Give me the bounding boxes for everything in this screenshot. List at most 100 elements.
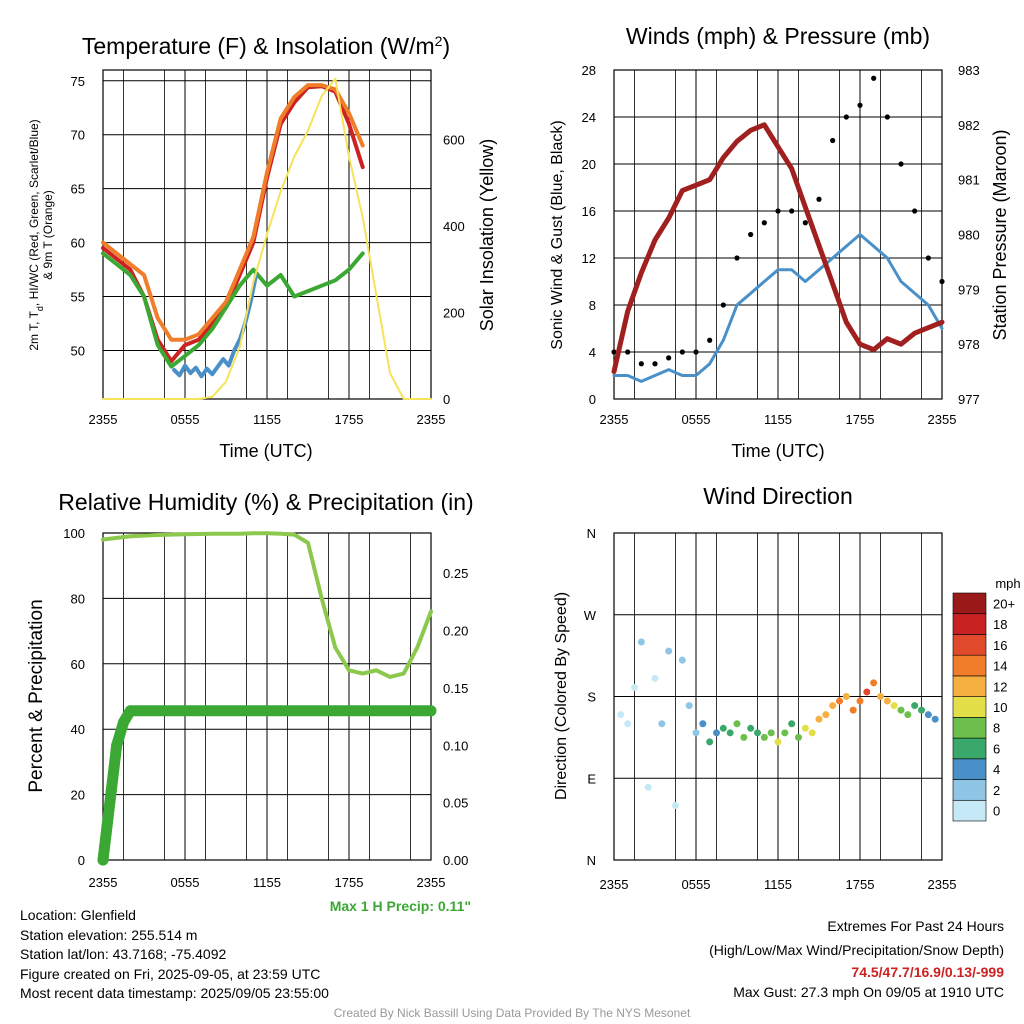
precip-point [101, 820, 113, 832]
gust-point [925, 255, 931, 261]
y-tick-label: 75 [71, 74, 85, 89]
colorbar-label: 0 [993, 804, 1000, 819]
y-tick-label: 100 [63, 526, 85, 541]
direction-point [672, 802, 679, 809]
panel-3 [102, 532, 432, 861]
credit-text: Created By Nick Bassill Using Data Provi… [333, 1006, 691, 1020]
extremes-title: Extremes For Past 24 Hours [827, 918, 1004, 934]
direction-point [658, 720, 666, 728]
colorbar-swatch [952, 799, 987, 822]
y2-tick-label: 600 [443, 132, 465, 147]
y-axis-label-2: & 9m T (Orange) [41, 190, 55, 280]
y2-tick-label: 982 [958, 118, 980, 133]
direction-point [904, 711, 912, 719]
gust-point [939, 278, 945, 285]
colorbar-swatch [952, 779, 987, 801]
gust-point [898, 161, 904, 167]
direction-point [760, 733, 768, 741]
colorbar-label: 20+ [993, 596, 1015, 611]
y-axis-label: Direction (Colored By Speed) [553, 592, 570, 800]
gust-point [775, 208, 781, 214]
direction-point [877, 693, 884, 700]
direction-point [713, 729, 720, 737]
chart-title: Temperature (F) & Insolation (W/m2) [82, 33, 450, 59]
x-tick-label: 0555 [171, 412, 200, 427]
y2-tick-label: 981 [958, 173, 980, 188]
direction-point [740, 733, 748, 741]
y-tick-label: 65 [71, 182, 85, 197]
y2-axis-label: Station Pressure (Maroon) [990, 129, 1010, 340]
precip-point [97, 854, 109, 866]
y-tick-label: 8 [589, 298, 596, 313]
direction-point [651, 674, 659, 682]
colorbar-label: 6 [993, 741, 1000, 756]
colorbar-label: 14 [993, 659, 1007, 674]
y-tick-label: 12 [582, 251, 596, 266]
y2-tick-label: 983 [958, 63, 980, 78]
direction-point [890, 702, 898, 710]
colorbar-swatch [952, 717, 987, 739]
x-tick-label: 1755 [335, 412, 364, 427]
y2-axis-label: Solar Insolation (Yellow) [477, 139, 497, 331]
x-tick-label: 2355 [928, 877, 957, 892]
x-tick-label: 1755 [846, 412, 875, 427]
colorbar-label: 18 [993, 617, 1007, 632]
y-tick-label: 16 [582, 204, 596, 219]
gust-point [707, 337, 713, 343]
timestamp-text: Most recent data timestamp: 2025/09/05 2… [20, 985, 329, 1001]
x-tick-label: 0555 [682, 877, 711, 892]
colorbar-swatch [952, 634, 987, 656]
extremes-info: Extremes For Past 24 Hours (High/Low/Max… [709, 917, 1004, 1002]
y-tick-label: 60 [71, 236, 85, 251]
panel-2 [613, 69, 943, 400]
x-tick-label: 0555 [171, 875, 200, 890]
extremes-values: 74.5/47.7/16.9/0.13/-999 [851, 964, 1004, 980]
colorbar-label: 4 [993, 762, 1000, 777]
x-tick-label: 0555 [682, 412, 711, 427]
direction-point [624, 720, 632, 728]
colorbar-swatch [952, 675, 987, 697]
direction-point [911, 702, 919, 710]
chart-title: Wind Direction [703, 483, 853, 509]
series-line [612, 233, 944, 383]
x-tick-label: 2355 [600, 412, 629, 427]
series-line [101, 251, 365, 369]
direction-point [795, 733, 802, 741]
direction-point [815, 715, 823, 723]
x-tick-label: 1755 [846, 877, 875, 892]
x-tick-label: 1155 [764, 412, 792, 427]
y-tick-label: 70 [71, 128, 85, 143]
direction-point [754, 729, 761, 737]
colorbar-swatch [952, 654, 987, 677]
x-tick-label: 1755 [335, 875, 364, 890]
direction-point [637, 638, 645, 646]
direction-point [897, 706, 905, 714]
gust-point [693, 349, 699, 355]
station-info: Location: Glenfield Station elevation: 2… [20, 906, 329, 1004]
y-tick-label: 40 [71, 722, 85, 737]
gust-point [720, 302, 726, 308]
direction-point [726, 729, 734, 737]
gust-point [871, 75, 877, 81]
gust-point [679, 349, 685, 355]
gust-point [666, 355, 672, 361]
direction-point [801, 724, 809, 732]
direction-point [849, 706, 857, 714]
gust-point [789, 208, 795, 214]
y2-tick-label: 0.10 [443, 738, 468, 753]
y2-tick-label: 0.25 [443, 566, 468, 581]
y2-tick-label: 0 [443, 392, 450, 407]
gust-point [734, 255, 740, 261]
direction-point [774, 738, 782, 746]
y2-tick-label: 0.15 [443, 681, 468, 696]
x-tick-label: 1155 [764, 877, 792, 892]
max-gust-text: Max Gust: 27.3 mph On 09/05 at 1910 UTC [733, 983, 1004, 1000]
direction-point [822, 711, 830, 719]
y-tick-label: 50 [71, 343, 85, 358]
x-axis-label: Time (UTC) [219, 441, 312, 461]
y-tick-label: 20 [582, 157, 596, 172]
series-line [102, 77, 432, 400]
direction-point [692, 729, 700, 737]
direction-point [617, 711, 625, 719]
